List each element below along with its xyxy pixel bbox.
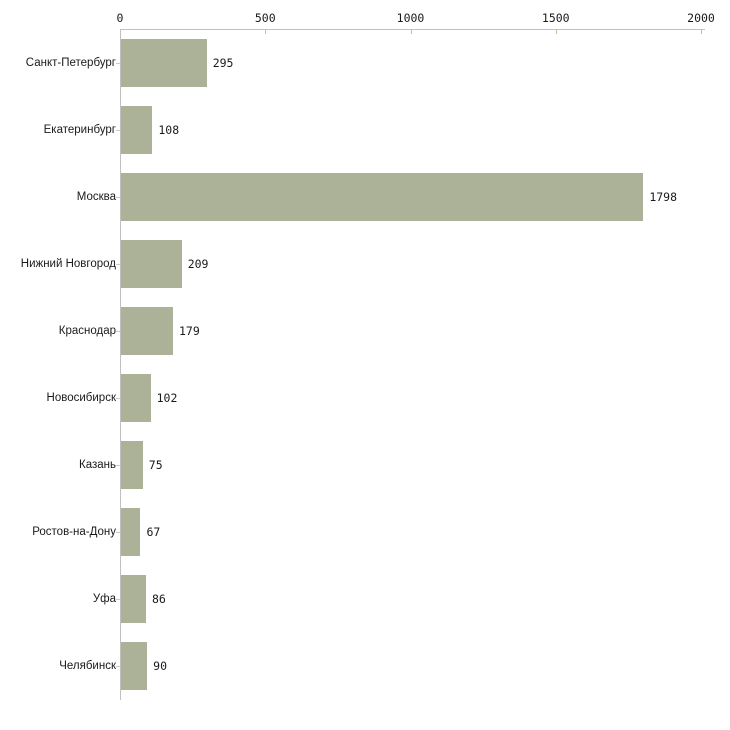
value-label: 67 — [146, 525, 161, 540]
category-label: Санкт-Петербург — [25, 56, 116, 69]
bar — [121, 441, 143, 490]
value-label: 295 — [212, 55, 234, 70]
value-label: 209 — [187, 256, 209, 271]
x-axis-tick-label: 1500 — [541, 11, 570, 25]
x-axis-tick-mark — [410, 29, 412, 34]
x-axis-tick-mark — [555, 29, 557, 34]
category-label: Уфа — [92, 593, 116, 606]
bar — [121, 306, 173, 355]
value-label: 90 — [153, 659, 167, 674]
category-tick-mark — [116, 129, 120, 131]
value-label: 1798 — [649, 189, 678, 204]
value-label: 86 — [151, 592, 166, 607]
category-tick-mark — [116, 196, 120, 198]
x-axis-line — [120, 29, 705, 30]
category-label: Челябинск — [59, 660, 116, 673]
bar — [121, 105, 153, 154]
x-axis-tick-mark — [701, 29, 702, 34]
value-label: 108 — [158, 122, 180, 137]
x-axis-tick-label: 500 — [254, 11, 276, 25]
bar — [121, 575, 146, 624]
value-label: 75 — [148, 458, 163, 473]
category-label: Екатеринбург — [43, 123, 116, 136]
bar — [121, 172, 644, 221]
category-label: Нижний Новгород — [20, 257, 116, 270]
bar — [121, 642, 148, 691]
category-label: Краснодар — [58, 324, 116, 337]
category-tick-mark — [116, 532, 120, 534]
x-axis-tick-mark — [265, 29, 267, 34]
bar — [121, 374, 151, 423]
y-axis-line — [120, 29, 121, 700]
category-tick-mark — [116, 599, 120, 601]
category-tick-mark — [116, 263, 120, 265]
value-label: 179 — [178, 323, 200, 338]
x-axis-tick-label: 0 — [116, 11, 124, 25]
bar — [121, 239, 182, 288]
x-axis-tick-label: 1000 — [396, 11, 425, 25]
category-label: Казань — [79, 459, 116, 472]
category-label: Новосибирск — [46, 392, 116, 405]
x-axis-tick-label: 2000 — [687, 11, 715, 25]
category-tick-mark — [116, 330, 120, 332]
category-tick-mark — [116, 62, 120, 64]
bar — [121, 38, 207, 87]
category-tick-mark — [116, 465, 120, 467]
category-tick-mark — [116, 666, 120, 668]
category-label: Москва — [76, 190, 116, 203]
value-label: 102 — [156, 391, 178, 406]
category-label: Ростов-на-Дону — [32, 526, 116, 539]
category-tick-mark — [116, 398, 120, 400]
bar — [121, 508, 141, 557]
